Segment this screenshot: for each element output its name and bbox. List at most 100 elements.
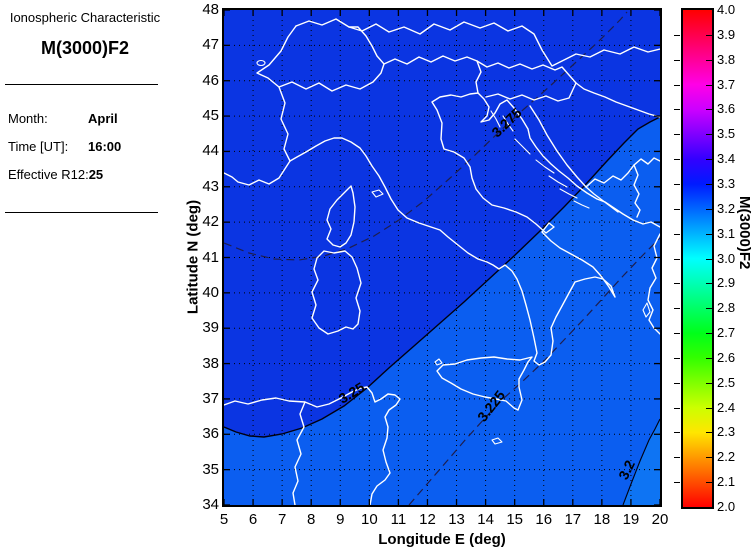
colorbar-tick-label: 2.3 [717, 424, 736, 440]
colorbar-tick-label: 2.6 [717, 349, 736, 365]
x-tick-label: 7 [277, 511, 287, 528]
x-tick-label: 5 [219, 511, 229, 528]
island-egadi [434, 358, 443, 366]
colorbar-tick-mark [674, 109, 680, 111]
divider [5, 212, 158, 213]
colorbar-tick-label: 3.5 [717, 126, 736, 142]
colorbar-tick-mark [674, 134, 680, 136]
x-tick-label: 15 [506, 511, 523, 528]
colorbar-tick-mark [674, 208, 680, 210]
island-pag [514, 138, 531, 155]
island-cres [490, 110, 501, 128]
colorbar-tick-label: 3.3 [717, 175, 736, 191]
colorbar-title: M(3000)F2 [736, 196, 753, 270]
colorbar-tick-mark [706, 159, 712, 161]
coastline-france-mediterranean [223, 160, 291, 186]
colorbar-tick-mark [706, 208, 712, 210]
x-tick-label: 18 [593, 511, 611, 528]
colorbar-tick-mark [706, 283, 712, 285]
y-tick-label: 36 [202, 425, 219, 443]
y-tick-label: 43 [202, 177, 219, 195]
colorbar-tick-mark [706, 357, 712, 359]
contour-line-3-2 [622, 418, 661, 506]
border-bosnia-east [585, 157, 661, 188]
island-elba [371, 189, 384, 198]
colorbar-tick-label: 3.2 [717, 200, 736, 216]
month-value: April [88, 111, 118, 126]
fill-region-high [224, 10, 660, 437]
island-dugi-otok [535, 159, 555, 174]
colorbar-tick-mark [674, 159, 680, 161]
lake-geneva [256, 59, 266, 67]
characteristic-name: M(3000)F2 [40, 38, 130, 58]
month-row: Month: April [8, 111, 118, 126]
r12-value: 25 [88, 167, 104, 182]
y-tick-label: 37 [202, 389, 219, 407]
island-krk [502, 115, 514, 132]
y-tick-label: 41 [202, 248, 219, 266]
border-montenegro [633, 164, 641, 218]
colorbar-tick-mark [706, 59, 712, 61]
colorbar-tick-mark [674, 432, 680, 434]
x-tick-label: 10 [360, 511, 378, 528]
colorbar-tick-label: 2.9 [717, 275, 736, 291]
border-slovenia-croatia [485, 82, 577, 102]
colorbar [681, 8, 714, 509]
contour-line-3-275 [223, 11, 628, 261]
colorbar-tick-mark [706, 308, 712, 310]
colorbar-tick-mark [674, 482, 680, 484]
colorbar-tick-label: 2.4 [717, 399, 736, 415]
coastline-sicily [436, 356, 533, 411]
y-tick-label: 48 [202, 1, 219, 18]
colorbar-tick-mark [674, 357, 680, 359]
r12-label: Effective R12: [8, 167, 89, 182]
colorbar-tick-mark [706, 134, 712, 136]
colorbar-tick-label: 2.8 [717, 300, 736, 316]
colorbar-tick-label: 2.0 [717, 499, 736, 514]
colorbar-tick-mark [706, 382, 712, 384]
border-algeria-tunisia [292, 401, 306, 506]
r12-row: Effective R12:25 [8, 167, 103, 182]
x-tick-label: 12 [419, 511, 436, 528]
x-axis-title: Longitude E (deg) [378, 531, 506, 548]
coastline-north-africa [223, 386, 401, 506]
colorbar-tick-label: 3.8 [717, 51, 736, 67]
island-korcula [573, 200, 590, 209]
y-tick-label: 35 [202, 460, 219, 478]
colorbar-tick-label: 3.0 [717, 250, 736, 266]
colorbar-tick-mark [674, 34, 680, 36]
month-label: Month: [8, 111, 48, 126]
colorbar-tick-label: 2.2 [717, 449, 736, 465]
colorbar-tick-mark [674, 183, 680, 185]
colorbar-tick-mark [706, 84, 712, 86]
colorbar-tick-mark [674, 333, 680, 335]
x-tick-label: 19 [622, 511, 640, 528]
x-tick-label: 6 [248, 511, 258, 528]
y-tick-label: 34 [202, 496, 219, 513]
colorbar-tick-mark [674, 59, 680, 61]
colorbar-tick-label: 2.1 [717, 474, 736, 490]
coastline-albania-greece [647, 233, 661, 335]
x-tick-label: 20 [651, 511, 669, 528]
y-tick-label: 44 [202, 142, 219, 160]
colorbar-tick-mark [706, 34, 712, 36]
axis-inner-ticks [223, 9, 661, 506]
colorbar-tick-mark [706, 258, 712, 260]
time-label: Time [UT]: [8, 139, 69, 154]
colorbar-tick-mark [706, 333, 712, 335]
colorbar-tick-mark [706, 233, 712, 235]
y-tick-label: 47 [202, 36, 219, 54]
y-tick-label: 40 [202, 283, 219, 301]
island-malta [491, 437, 503, 445]
island-brac [548, 175, 568, 188]
colorbar-tick-mark [706, 109, 712, 111]
contour-line-3-25 [223, 116, 661, 438]
fill-region-low [623, 419, 660, 505]
colorbar-tick-mark [674, 283, 680, 285]
panel-title: Ionospheric Characteristic [9, 10, 161, 25]
coastlines-and-borders [223, 18, 661, 506]
x-tick-label: 8 [307, 511, 316, 528]
x-tick-label: 13 [448, 511, 465, 528]
colorbar-tick-label: 3.9 [717, 26, 736, 42]
